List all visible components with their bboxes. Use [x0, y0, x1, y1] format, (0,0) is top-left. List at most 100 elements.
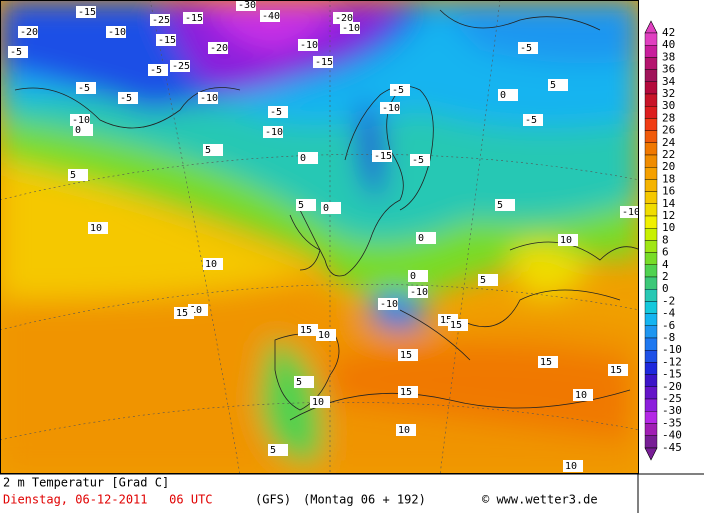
legend-swatch: [644, 264, 658, 278]
legend-swatch: [644, 118, 658, 131]
legend-label: -40: [662, 429, 682, 442]
legend-swatch: [644, 240, 658, 253]
contour-label-box: [416, 232, 436, 244]
contour-label-box: [118, 92, 138, 104]
legend-label: 36: [662, 63, 675, 76]
contour-label: 5: [205, 145, 211, 156]
contour-label-box: [70, 114, 90, 126]
contour-label: -10: [382, 103, 400, 114]
contour-label: 5: [550, 80, 556, 91]
contour-label: 15: [176, 308, 188, 319]
legend-swatch: [644, 142, 658, 156]
contour-label: -20: [335, 13, 353, 24]
contour-label: 0: [323, 203, 329, 214]
contour-label-box: [498, 89, 518, 101]
contour-label: 0: [75, 125, 81, 136]
contour-label: 15: [610, 365, 622, 376]
contour-label: -10: [622, 207, 640, 218]
legend-swatch: [644, 45, 658, 58]
contour-label-box: [495, 199, 515, 211]
contour-label: -5: [392, 85, 404, 96]
contour-label: 10: [318, 330, 330, 341]
legend-swatch: [644, 276, 658, 290]
contour-label-box: [573, 389, 593, 401]
contour-label-box: [372, 150, 392, 162]
legend-swatch: [644, 227, 658, 241]
contour-label-box: [390, 84, 410, 96]
contour-label-box: [538, 356, 558, 368]
contour-label-box: [518, 42, 538, 54]
legend-swatch: [644, 362, 658, 375]
contour-label-box: [203, 144, 223, 156]
contour-label: -15: [315, 57, 333, 68]
legend-swatch: [644, 93, 658, 107]
contour-label: -25: [172, 61, 190, 72]
contour-label: -10: [200, 93, 218, 104]
contour-label: -10: [300, 40, 318, 51]
contour-label-box: [313, 56, 333, 68]
footer-model: (GFS): [255, 493, 291, 507]
legend-swatch: [644, 435, 658, 449]
contour-label: 5: [296, 377, 302, 388]
legend-label: 30: [662, 99, 675, 112]
contour-label: -10: [342, 23, 360, 34]
contour-label-box: [73, 124, 93, 136]
contour-label: 15: [450, 320, 462, 331]
contour-label-box: [523, 114, 543, 126]
legend-swatch: [644, 81, 658, 95]
legend-label: 16: [662, 185, 675, 198]
contour-label: -10: [108, 27, 126, 38]
legend-arrow-bottom: [644, 447, 658, 461]
contour-label: 10: [205, 259, 217, 270]
legend-swatch: [644, 398, 658, 412]
contour-label: 10: [398, 425, 410, 436]
legend-label: -2: [662, 294, 675, 307]
contour-label: 15: [300, 325, 312, 336]
contour-label: -15: [78, 7, 96, 18]
contour-label-box: [298, 39, 318, 51]
legend-swatch: [644, 289, 658, 302]
contour-label: -5: [520, 43, 532, 54]
footer-credit: © www.wetter3.de: [482, 493, 598, 507]
legend-label: -10: [662, 343, 682, 356]
contour-label: 5: [497, 200, 503, 211]
contour-label: -40: [262, 11, 280, 22]
legend-label: 34: [662, 75, 676, 88]
contour-label-box: [478, 274, 498, 286]
legend-swatch: [644, 57, 658, 70]
contour-label-box: [198, 92, 218, 104]
contour-label-box: [398, 349, 418, 361]
contour-label-box: [380, 102, 400, 114]
legend-label: 40: [662, 38, 675, 51]
legend-label: -4: [662, 307, 676, 320]
legend-label: 6: [662, 246, 669, 259]
footer-title: 2 m Temperatur [Grad C]: [3, 476, 169, 490]
contour-label: -5: [150, 65, 162, 76]
legend-swatch: [644, 191, 658, 205]
contour-label-box: [448, 319, 468, 331]
contour-label-box: [88, 222, 108, 234]
contour-label: -5: [78, 83, 90, 94]
contour-label: 10: [190, 305, 202, 316]
legend-label: 26: [662, 124, 675, 137]
contour-label: -10: [265, 127, 283, 138]
contour-label-box: [296, 199, 316, 211]
contour-label-box: [263, 126, 283, 138]
contour-label-box: [310, 396, 330, 408]
contour-label-box: [208, 42, 228, 54]
contour-label: 0: [300, 153, 306, 164]
contour-label-box: [174, 307, 194, 319]
contour-label-box: [396, 424, 416, 436]
legend-swatch: [644, 203, 658, 217]
contour-label: -5: [120, 93, 132, 104]
contour-label-box: [608, 364, 628, 376]
legend-label: 2: [662, 270, 669, 283]
contour-label: -10: [410, 287, 428, 298]
legend-swatch: [644, 130, 658, 144]
contour-label-box: [408, 270, 428, 282]
contour-label: -5: [270, 107, 282, 118]
legend-swatch: [644, 374, 658, 388]
contour-label: 10: [575, 390, 587, 401]
legend-label: -8: [662, 331, 675, 344]
